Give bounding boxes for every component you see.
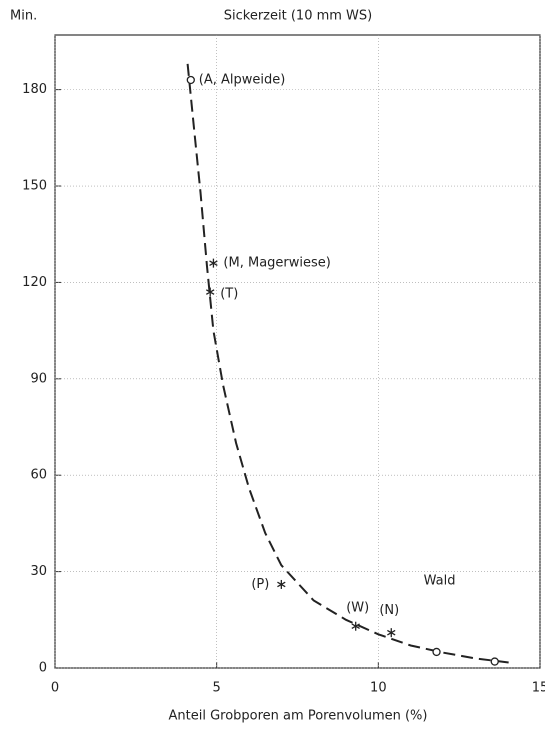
x-tick-label: 15	[532, 681, 545, 696]
point-star	[387, 628, 396, 638]
point-label: (M, Magerwiese)	[223, 256, 330, 271]
x-axis-label: Anteil Grobporen am Porenvolumen (%)	[169, 709, 428, 724]
point-circle	[186, 75, 195, 85]
point-star	[209, 258, 218, 268]
point-label: (A, Alpweide)	[199, 72, 286, 87]
y-tick-label: 120	[22, 275, 47, 290]
point-label: (T)	[220, 287, 238, 302]
annotation: Wald	[424, 574, 456, 589]
point-circle	[490, 657, 499, 666]
point-label: (P)	[251, 577, 269, 592]
y-tick-label: 90	[30, 371, 47, 386]
x-tick-label: 10	[370, 681, 387, 696]
y-tick-label: 150	[22, 179, 47, 194]
point-label: (N)	[379, 603, 399, 618]
x-tick-label: 0	[51, 681, 59, 696]
y-tick-label: 30	[30, 564, 47, 579]
y-tick-label: 0	[39, 661, 47, 676]
y-tick-label: 180	[22, 82, 47, 97]
fitted-curve	[186, 63, 515, 665]
plot-frame	[54, 34, 541, 669]
y-tick-label: 60	[30, 468, 47, 483]
point-circle	[432, 647, 441, 657]
point-star	[277, 579, 286, 589]
y-unit-label: Min.	[10, 9, 37, 24]
point-label: (W)	[346, 601, 369, 616]
point-star	[205, 287, 215, 297]
x-tick-label: 5	[213, 681, 221, 696]
chart-title: Sickerzeit (10 mm WS)	[224, 9, 372, 24]
point-star	[351, 621, 360, 631]
